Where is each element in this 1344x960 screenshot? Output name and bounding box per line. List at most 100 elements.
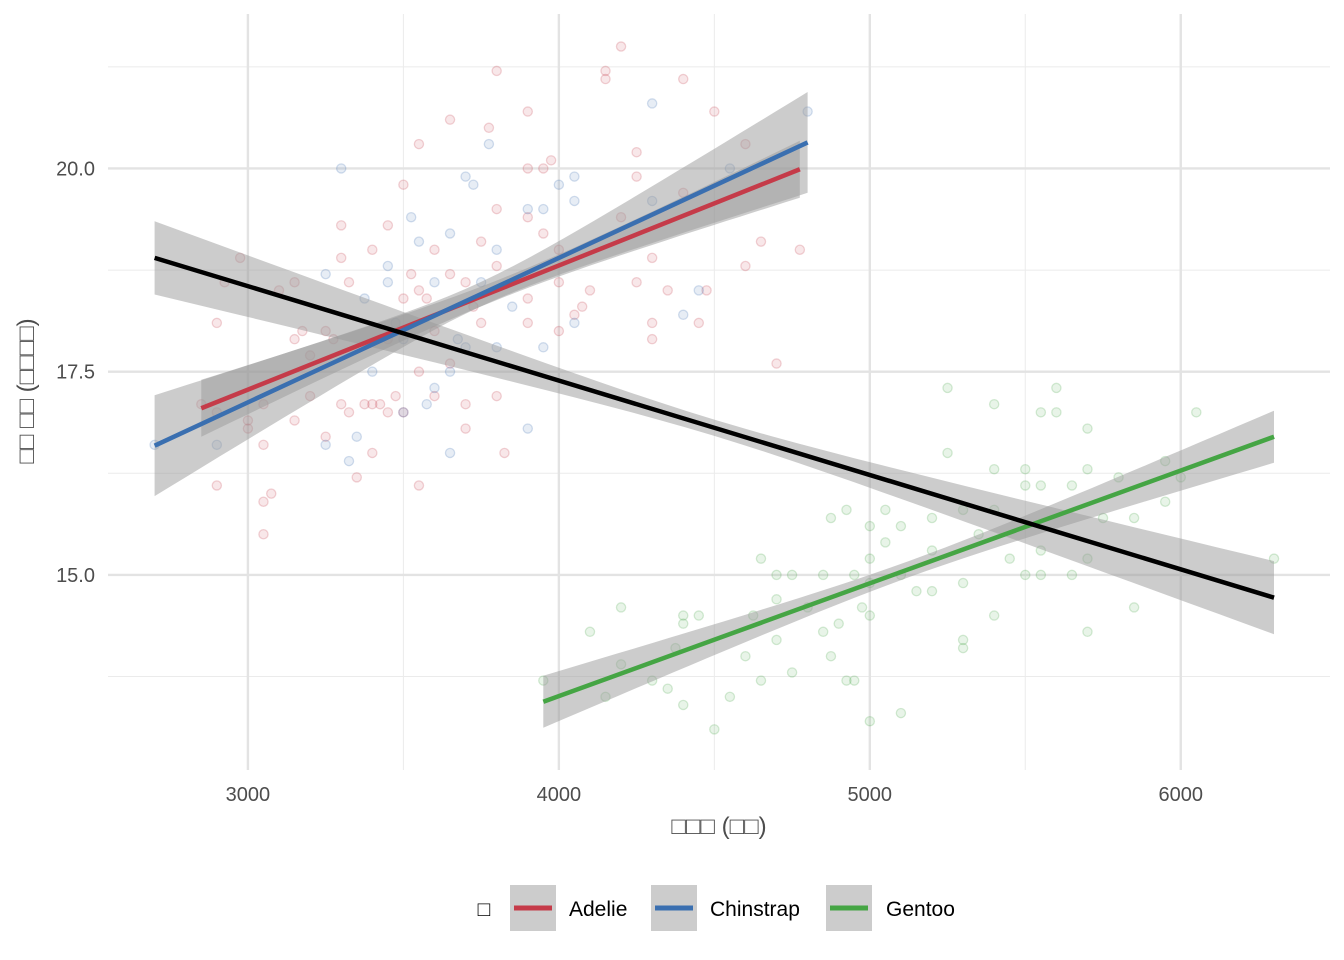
point-adelie — [444, 268, 456, 280]
point-adelie — [491, 203, 502, 215]
point-chinstrap — [429, 277, 440, 288]
x-axis-title: □□□ (□□) — [671, 813, 766, 840]
point-gentoo — [1035, 407, 1047, 418]
point-adelie — [367, 244, 378, 255]
point-gentoo — [786, 667, 798, 678]
point-chinstrap — [429, 382, 440, 394]
point-gentoo — [1066, 480, 1078, 491]
point-adelie — [413, 138, 425, 150]
point-adelie — [289, 333, 300, 345]
legend-item-adelie[interactable]: Adelie — [510, 885, 627, 931]
point-adelie — [701, 285, 712, 296]
point-gentoo — [1051, 382, 1062, 394]
point-adelie — [382, 220, 394, 231]
point-adelie — [398, 407, 409, 418]
point-gentoo — [841, 675, 852, 686]
point-gentoo — [677, 610, 689, 621]
point-chinstrap — [335, 163, 347, 174]
point-adelie — [367, 447, 378, 459]
point-adelie — [662, 285, 673, 296]
point-adelie — [600, 65, 611, 77]
point-gentoo — [771, 569, 782, 581]
point-gentoo — [1082, 626, 1093, 638]
point-chinstrap — [460, 171, 471, 182]
point-gentoo — [864, 520, 876, 532]
point-adelie — [569, 309, 580, 321]
point-adelie — [646, 252, 658, 264]
point-gentoo — [755, 675, 767, 686]
y-axis-title: □□ □□ (□□□□) — [13, 318, 40, 463]
fit-line-gentoo — [542, 434, 1275, 704]
point-adelie — [631, 146, 642, 158]
point-adelie — [600, 73, 611, 85]
point-adelie — [794, 244, 806, 255]
point-gentoo — [841, 504, 852, 516]
x-tick-label: 4000 — [537, 784, 582, 806]
point-chinstrap — [343, 455, 355, 467]
point-adelie — [499, 447, 510, 459]
point-gentoo — [864, 610, 876, 621]
legend-item-chinstrap[interactable]: Chinstrap — [651, 885, 800, 931]
point-gentoo — [864, 715, 876, 727]
point-gentoo — [771, 634, 782, 646]
point-chinstrap — [382, 277, 394, 288]
point-adelie — [335, 252, 347, 264]
point-chinstrap — [483, 138, 495, 150]
point-gentoo — [1020, 480, 1031, 491]
point-adelie — [289, 415, 300, 426]
point-gentoo — [880, 504, 891, 516]
point-adelie — [475, 317, 487, 329]
point-adelie — [646, 333, 658, 345]
point-chinstrap — [367, 366, 378, 377]
point-chinstrap — [693, 285, 705, 296]
point-chinstrap — [421, 398, 432, 410]
legend-item-gentoo[interactable]: Gentoo — [826, 885, 955, 931]
point-adelie — [265, 488, 277, 499]
point-adelie — [413, 366, 425, 377]
point-gentoo — [957, 634, 969, 646]
point-gentoo — [988, 610, 1000, 621]
x-tick-labels: 3000 4000 5000 6000 — [226, 784, 1203, 806]
point-adelie — [693, 317, 705, 329]
point-adelie — [367, 398, 378, 410]
point-gentoo — [942, 382, 953, 394]
legend: □ Adelie Chinstrap Gentoo — [478, 885, 955, 931]
point-adelie — [382, 407, 394, 418]
point-gentoo — [1051, 407, 1062, 418]
point-chinstrap — [522, 423, 534, 434]
point-adelie — [545, 155, 557, 166]
point-chinstrap — [320, 268, 331, 280]
y-tick-label: 20.0 — [56, 158, 95, 180]
point-gentoo — [1128, 602, 1140, 613]
point-gentoo — [849, 569, 860, 581]
point-adelie — [522, 163, 534, 174]
point-gentoo — [615, 602, 627, 613]
point-adelie — [398, 179, 409, 190]
point-adelie — [320, 431, 331, 442]
legend-label-gentoo: Gentoo — [886, 898, 955, 921]
point-adelie — [429, 390, 440, 402]
point-adelie — [491, 260, 502, 272]
point-adelie — [413, 480, 425, 491]
point-gentoo — [926, 585, 938, 597]
point-gentoo — [849, 675, 860, 686]
point-adelie — [460, 398, 471, 410]
point-adelie — [677, 73, 689, 85]
point-adelie — [483, 122, 495, 134]
point-adelie — [398, 293, 409, 304]
point-adelie — [709, 106, 720, 117]
point-gentoo — [1082, 423, 1093, 434]
point-chinstrap — [413, 236, 425, 247]
point-chinstrap — [468, 179, 479, 190]
point-adelie — [211, 317, 223, 329]
x-tick-label: 3000 — [226, 784, 271, 806]
point-chinstrap — [569, 195, 580, 207]
y-tick-label: 15.0 — [56, 565, 95, 587]
point-gentoo — [957, 642, 969, 654]
point-chinstrap — [444, 228, 456, 239]
point-gentoo — [1159, 496, 1171, 507]
point-adelie — [374, 398, 386, 410]
point-adelie — [343, 277, 355, 288]
x-tick-label: 6000 — [1158, 784, 1203, 806]
point-adelie — [258, 439, 269, 451]
